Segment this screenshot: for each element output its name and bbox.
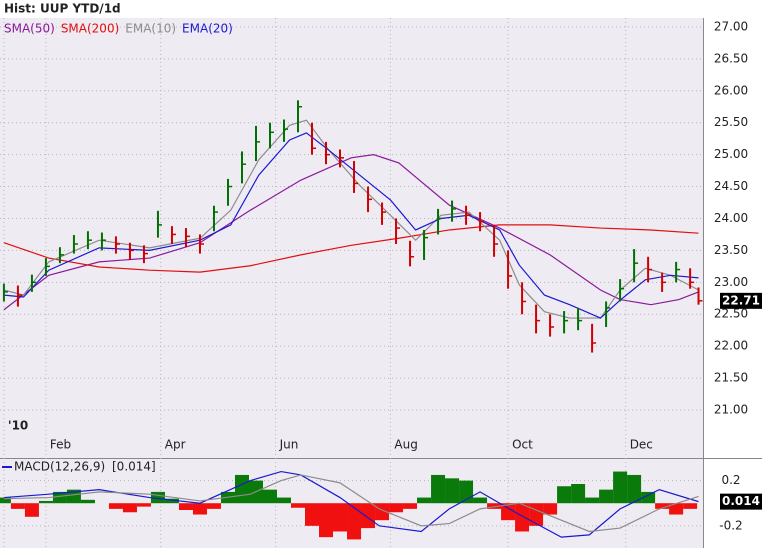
y-tick-label: 24.50	[714, 179, 748, 193]
histogram-bar	[150, 491, 165, 504]
indicator-value: [0.014]	[112, 460, 156, 474]
title-bar	[0, 0, 762, 18]
histogram-bar	[641, 491, 656, 504]
last-price-label: 22.71	[722, 293, 760, 307]
y-tick-label: 26.00	[714, 83, 748, 97]
histogram-bar	[10, 503, 25, 509]
histogram-bar	[164, 498, 179, 504]
y-tick-label: 0.2	[721, 473, 740, 487]
indicator-line	[3, 132, 699, 319]
histogram-bar	[319, 503, 334, 538]
y-tick-label: 23.50	[714, 243, 748, 257]
x-tick-label: Jun	[279, 438, 299, 452]
indicator-line	[3, 224, 699, 273]
histogram-bar	[487, 503, 502, 509]
y-tick-label: 24.00	[714, 211, 748, 225]
y-tick-label: 23.00	[714, 275, 748, 289]
plot: 21.00 21.50 22.00 22.50 23.00 23.50 24.00 24.50…	[0, 18, 762, 548]
legend-entry: EMA(20)	[182, 22, 233, 36]
x-tick-label: Dec	[630, 438, 653, 452]
histogram-bar	[655, 503, 670, 509]
histogram-bar	[529, 503, 544, 526]
histogram-bar	[66, 489, 81, 504]
histogram-bar	[52, 491, 67, 504]
histogram-bar	[613, 471, 628, 504]
indicator-line	[3, 154, 699, 311]
histogram-bar	[473, 497, 488, 504]
histogram-bar	[80, 499, 95, 504]
histogram-bar	[38, 500, 53, 504]
x-tick-label: Aug	[394, 438, 417, 452]
histogram-bar	[178, 503, 193, 511]
histogram-bar	[0, 497, 11, 504]
y-tick-label: 25.50	[714, 115, 748, 129]
histogram-bar	[445, 478, 460, 504]
histogram-bar	[361, 503, 376, 529]
histogram-bar	[669, 503, 684, 515]
price-panel	[0, 18, 703, 458]
last-price-tag	[720, 292, 762, 309]
histogram-bar	[108, 503, 123, 509]
y-tick-label: 25.00	[714, 147, 748, 161]
legend-entry: SMA(200)	[61, 22, 119, 36]
histogram-bar	[276, 497, 292, 504]
histogram-bar	[136, 503, 151, 507]
histogram-bar	[557, 486, 572, 504]
histogram-bar	[24, 503, 39, 517]
histogram-bar	[431, 474, 446, 504]
histogram-bar	[417, 497, 432, 504]
histogram-bar	[585, 497, 600, 504]
y-tick-label: 26.50	[714, 51, 748, 65]
histogram-bar	[599, 489, 614, 504]
x-tick-label: '10	[8, 419, 28, 433]
histogram-bar	[333, 503, 348, 532]
x-tick-label: Oct	[512, 438, 533, 452]
legend-entry: SMA(50)	[4, 22, 55, 36]
y-tick-label: 27.00	[714, 19, 748, 33]
last-value-tag	[720, 493, 762, 510]
y-tick-label: 21.50	[714, 371, 748, 385]
histogram-bar	[347, 503, 362, 540]
histogram-bar	[305, 503, 320, 526]
histogram-bar	[206, 503, 221, 509]
histogram-bar	[375, 503, 390, 521]
histogram-bar	[543, 503, 558, 515]
legend-entry: EMA(10)	[125, 22, 176, 36]
indicator-title: MACD(12,26,9)	[14, 460, 105, 474]
indicator-line	[3, 474, 699, 533]
histogram-bar	[571, 483, 586, 504]
y-tick-label: -0.2	[719, 518, 742, 532]
indicator-line	[3, 470, 699, 538]
histogram-bar	[234, 474, 249, 504]
histogram-bar	[403, 503, 418, 509]
last-value-label: 0.014	[722, 494, 760, 508]
histogram-bar	[192, 503, 207, 515]
chart-title: Hist: UUP YTD/1d	[4, 2, 121, 16]
histogram-bar	[389, 503, 404, 513]
histogram-bar	[262, 489, 277, 504]
histogram-bar	[515, 503, 530, 532]
y-tick-label: 22.00	[714, 339, 748, 353]
histogram-bar	[501, 503, 516, 521]
histogram-bar	[291, 503, 306, 508]
histogram-bar	[683, 503, 698, 509]
histogram-bar	[627, 474, 642, 504]
y-tick-label: 22.50	[714, 307, 748, 321]
y-tick-label: 21.00	[714, 403, 748, 417]
x-tick-label: Feb	[50, 438, 71, 452]
x-tick-label: Apr	[165, 438, 186, 452]
histogram-bar	[122, 503, 137, 513]
